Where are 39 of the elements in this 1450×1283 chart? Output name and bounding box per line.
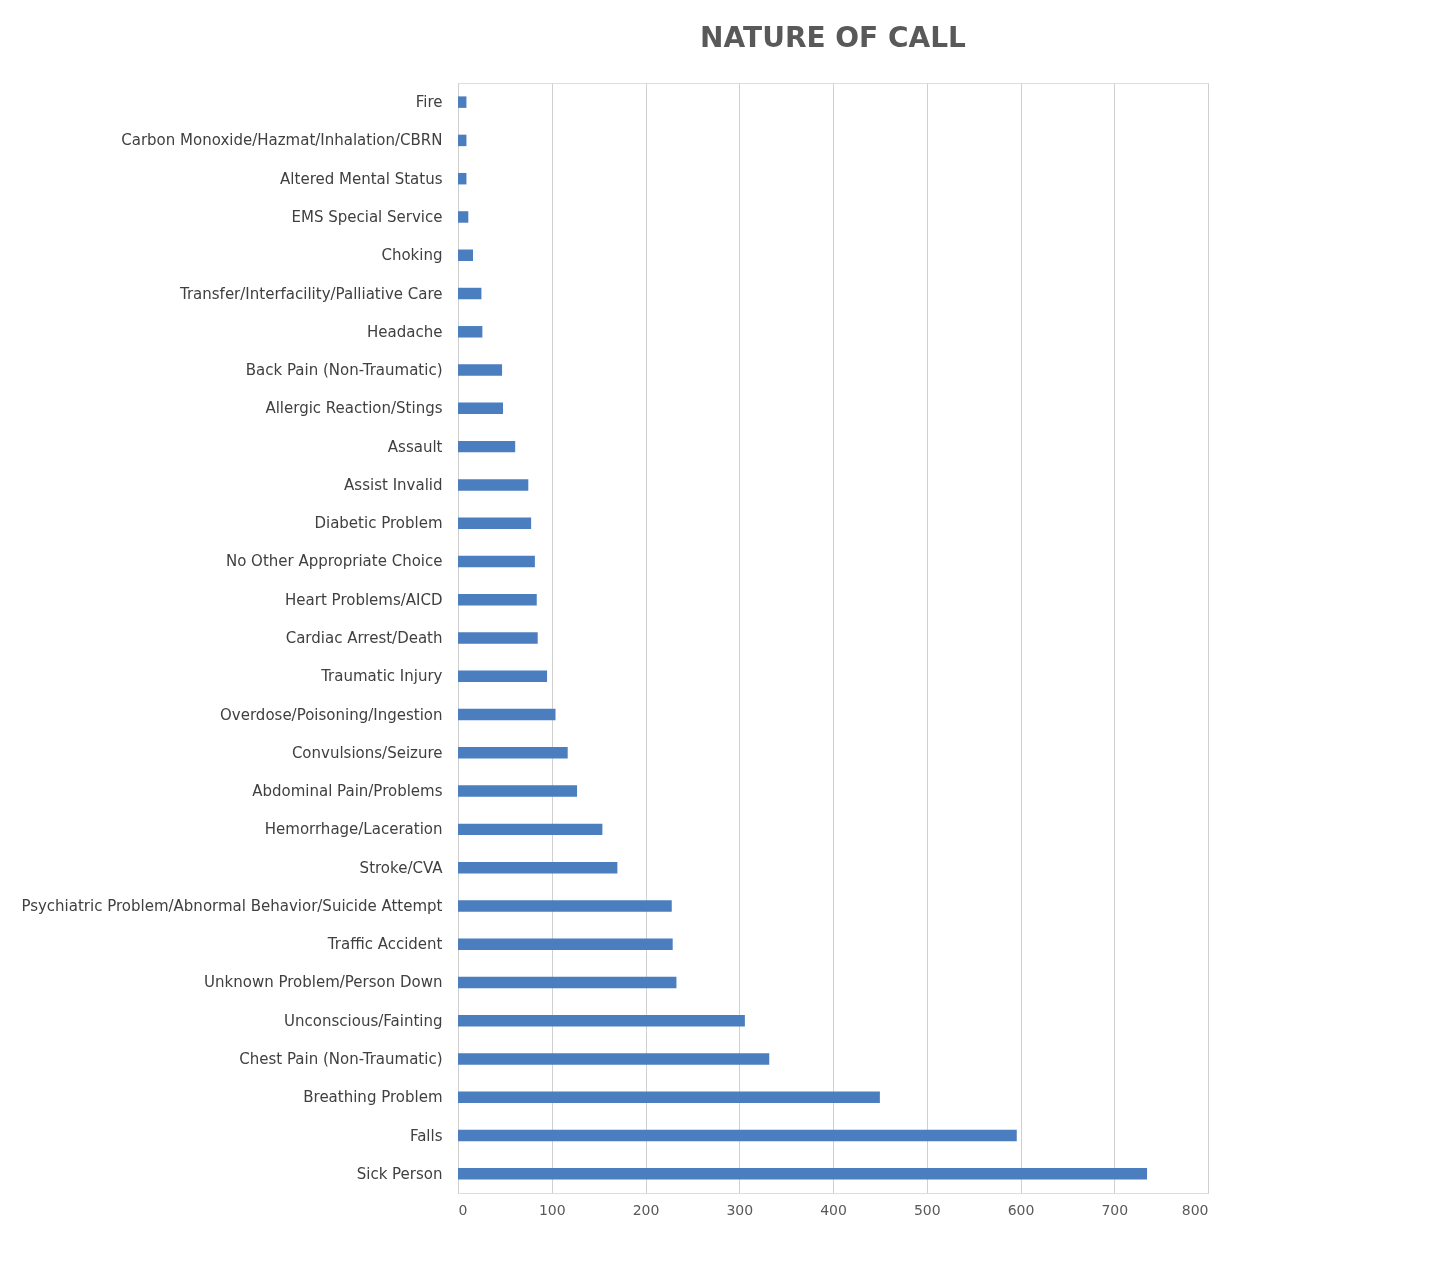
x-tick-label: 0 xyxy=(458,1201,468,1218)
y-tick-label: Choking xyxy=(381,246,443,265)
y-tick-label: Transfer/Interfacility/Palliative Care xyxy=(178,284,443,303)
y-tick-label: Cardiac Arrest/Death xyxy=(285,629,443,647)
x-tick-label: 400 xyxy=(820,1201,847,1218)
x-tick-label: 300 xyxy=(726,1201,754,1218)
y-tick-label: Chest Pain (Non-Traumatic) xyxy=(239,1050,443,1069)
y-tick-label: Breathing Problem xyxy=(303,1088,443,1107)
x-tick-label: 200 xyxy=(632,1201,660,1218)
y-tick-label: Abdominal Pain/Problems xyxy=(252,782,443,801)
y-tick-label: Psychiatric Problem/Abnormal Behavior/Suicide Attempt xyxy=(21,896,443,915)
y-tick-label: Sick Person xyxy=(356,1164,443,1183)
y-tick-label: Diabetic Problem xyxy=(314,514,443,533)
y-tick-label: Back Pain (Non-Traumatic) xyxy=(245,361,443,380)
y-tick-label: EMS Special Service xyxy=(291,207,443,226)
y-tick-label: Headache xyxy=(367,322,443,341)
chart-title: NATURE OF CALL xyxy=(700,21,967,54)
y-tick-label: Traffic Accident xyxy=(326,935,443,954)
y-tick-label: Falls xyxy=(409,1126,443,1145)
x-tick-label: 100 xyxy=(538,1201,566,1218)
y-tick-label: Hemorrhage/Laceration xyxy=(264,820,443,839)
y-tick-label: Overdose/Poisoning/Ingestion xyxy=(220,705,443,724)
y-tick-label: Unconscious/Fainting xyxy=(284,1011,443,1030)
y-tick-label: Assault xyxy=(387,437,443,456)
y-tick-label: Stroke/CVA xyxy=(359,858,444,877)
y-tick-label: Traumatic Injury xyxy=(320,667,443,686)
y-tick-label: Assist Invalid xyxy=(344,475,443,494)
y-tick-label: Unknown Problem/Person Down xyxy=(204,973,443,992)
y-tick-label: Allergic Reaction/Stings xyxy=(265,399,443,418)
y-tick-label: Fire xyxy=(415,93,443,112)
x-tick-label: 800 xyxy=(1181,1201,1209,1218)
x-tick-label: 600 xyxy=(1007,1201,1035,1218)
y-tick-label: Convulsions/Seizure xyxy=(291,743,443,762)
y-tick-label: Carbon Monoxide/Hazmat/Inhalation/CBRN xyxy=(121,131,443,150)
x-tick-label: 500 xyxy=(913,1201,941,1218)
y-tick-label: No Other Appropriate Choice xyxy=(225,552,443,571)
x-tick-label: 700 xyxy=(1101,1201,1129,1218)
y-tick-label: Heart Problems/AICD xyxy=(285,590,443,609)
y-tick-label: Altered Mental Status xyxy=(280,169,443,188)
